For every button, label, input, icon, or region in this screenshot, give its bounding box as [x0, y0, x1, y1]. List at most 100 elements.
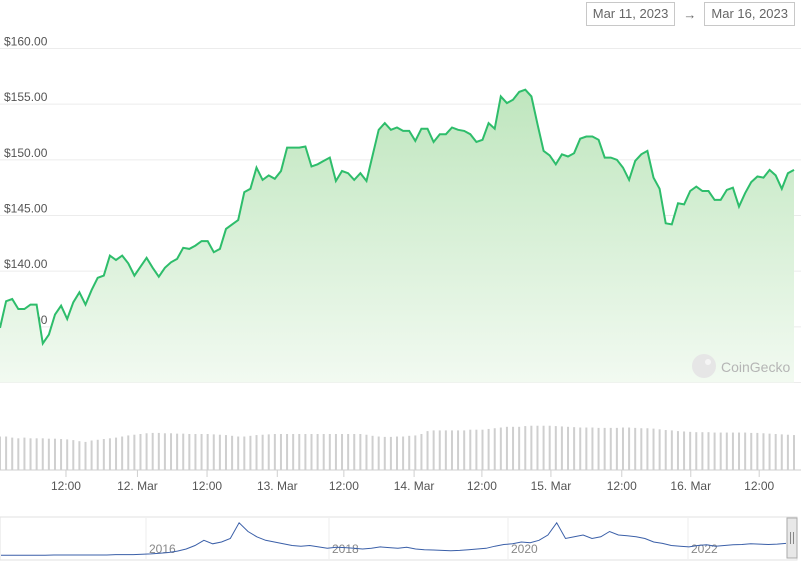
x-tick-label: 12:00 — [51, 479, 81, 493]
volume-bar — [151, 432, 154, 470]
volume-bar — [512, 426, 515, 470]
volume-bar — [567, 426, 570, 470]
navigator-year-label: 2022 — [691, 542, 718, 556]
volume-bar — [170, 433, 173, 470]
volume-bar — [475, 429, 478, 470]
volume-bar — [273, 434, 276, 470]
volume-bar — [621, 427, 624, 470]
volume-bar — [5, 436, 8, 470]
volume-bar — [670, 430, 673, 470]
volume-bar — [353, 434, 356, 470]
x-tick-label: 14. Mar — [394, 479, 435, 493]
volume-bar — [676, 431, 679, 470]
volume-bar — [426, 431, 429, 470]
volume-bar — [212, 434, 215, 470]
volume-bar — [774, 434, 777, 470]
volume-bar — [139, 434, 142, 470]
volume-bar — [359, 434, 362, 470]
volume-bar — [750, 432, 753, 470]
volume-bar — [133, 434, 136, 470]
volume-bar — [560, 426, 563, 470]
volume-bar — [322, 434, 325, 470]
volume-bar — [206, 434, 209, 470]
volume-bar — [365, 434, 368, 470]
y-tick-label: $140.00 — [4, 257, 48, 271]
volume-bar — [756, 432, 759, 470]
volume-bar — [554, 426, 557, 470]
navigator-series-line — [1, 521, 787, 556]
volume-bar — [536, 425, 539, 470]
volume-bar — [47, 438, 50, 470]
x-tick-label: 12:00 — [607, 479, 637, 493]
volume-bar — [591, 427, 594, 470]
coingecko-watermark: CoinGecko — [692, 354, 790, 378]
volume-bar — [408, 435, 411, 470]
volume-bar — [793, 435, 795, 470]
volume-bar — [646, 428, 649, 470]
volume-bar — [84, 441, 87, 470]
volume-bar — [615, 427, 618, 470]
volume-bar — [493, 428, 496, 470]
volume-bar — [634, 427, 637, 470]
volume-bar — [200, 434, 203, 470]
gecko-eye-icon — [705, 359, 711, 365]
volume-bar — [505, 426, 508, 470]
x-tick-label: 12. Mar — [117, 479, 158, 493]
volume-bar — [334, 434, 337, 470]
volume-bar — [628, 427, 631, 470]
volume-bar — [347, 434, 350, 470]
volume-bar — [298, 434, 301, 470]
volume-bar — [286, 434, 289, 470]
volume-bar — [414, 435, 417, 470]
volume-bar — [719, 432, 722, 470]
volume-bar — [243, 436, 246, 470]
volume-bar — [744, 432, 747, 470]
volume-bar — [182, 433, 185, 470]
navigator[interactable]: 2016 2018 2020 2022 — [0, 516, 798, 561]
volume-bar — [17, 438, 20, 470]
x-tick-label: 16. Mar — [670, 479, 711, 493]
volume-bar — [780, 434, 783, 470]
volume-bar — [652, 428, 655, 470]
volume-bar — [115, 437, 118, 470]
start-date-input[interactable]: Mar 11, 2023 — [585, 2, 676, 26]
volume-bar — [194, 434, 197, 470]
volume-bar — [707, 432, 710, 470]
volume-bar — [66, 439, 69, 470]
end-date-input[interactable]: Mar 16, 2023 — [704, 2, 795, 26]
volume-bar — [90, 440, 93, 470]
volume-bar — [377, 436, 380, 470]
volume-bar — [738, 432, 741, 470]
volume-bar — [310, 434, 313, 470]
x-axis: 12:00 12. Mar 12:00 13. Mar 12:00 14. Mar 12:0… — [51, 470, 775, 493]
x-tick-label: 12:00 — [744, 479, 774, 493]
volume-bar — [683, 431, 686, 470]
volume-bar — [60, 439, 63, 470]
volume-bar — [231, 435, 234, 470]
y-tick-label: $150.00 — [4, 146, 48, 160]
date-range-selector: Mar 11, 2023 → Mar 16, 2023 — [585, 2, 795, 26]
price-line[interactable] — [0, 88, 795, 347]
volume-bar — [450, 430, 453, 470]
volume-bar — [292, 434, 295, 470]
volume-bar — [658, 429, 661, 470]
volume-bar — [102, 439, 105, 470]
volume-bar — [701, 432, 704, 470]
volume-bar — [548, 425, 551, 470]
x-tick-label: 12:00 — [329, 479, 359, 493]
volume-bar — [713, 432, 716, 470]
volume-bar — [786, 434, 789, 470]
x-tick-label: 15. Mar — [531, 479, 572, 493]
volume-bar — [463, 430, 466, 470]
volume-bar — [188, 434, 191, 470]
volume-bar — [603, 427, 606, 470]
volume-bar — [29, 438, 32, 470]
volume-bar — [487, 428, 490, 470]
navigator-handle[interactable] — [786, 517, 798, 559]
y-tick-label: $145.00 — [4, 202, 48, 216]
volume-bar — [389, 436, 392, 470]
volume-bar — [579, 427, 582, 470]
volume-bar — [396, 436, 398, 470]
volume-bar — [573, 427, 576, 470]
